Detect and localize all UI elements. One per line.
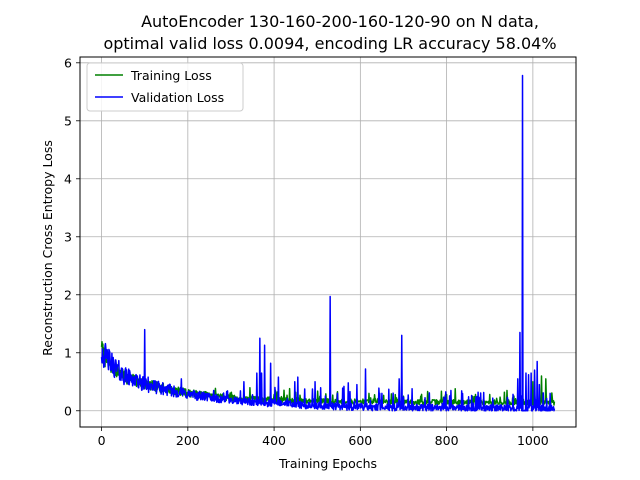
legend-label-validation: Validation Loss (131, 90, 224, 105)
chart-title-line-2: optimal valid loss 0.0094, encoding LR a… (103, 34, 556, 53)
axis-ticks: 0 200 400 600 800 1000 0 1 2 3 4 5 6 (64, 55, 549, 448)
y-tick-label: 4 (64, 171, 72, 186)
y-tick-label: 0 (64, 403, 72, 418)
y-tick-label: 2 (64, 287, 72, 302)
legend-box (86, 62, 244, 112)
x-axis-label: Training Epochs (278, 456, 377, 471)
x-tick-label: 0 (98, 433, 106, 448)
validation-loss-line (100, 74, 556, 412)
y-axis-label: Reconstruction Cross Entropy Loss (40, 140, 55, 356)
grid-lines (80, 57, 576, 427)
legend: Training Loss Validation Loss (86, 62, 244, 112)
y-tick-label: 1 (64, 345, 72, 360)
y-tick-label: 3 (64, 229, 72, 244)
x-tick-label: 600 (348, 433, 372, 448)
y-tick-label: 5 (64, 113, 72, 128)
chart-title-line-1: AutoEncoder 130-160-200-160-120-90 on N … (141, 12, 539, 31)
plot-lines (100, 74, 556, 412)
x-tick-label: 800 (435, 433, 459, 448)
x-tick-label: 200 (176, 433, 200, 448)
legend-label-training: Training Loss (130, 68, 212, 83)
x-tick-label: 400 (262, 433, 286, 448)
x-tick-label: 1000 (517, 433, 549, 448)
plot-frame (79, 56, 577, 428)
y-tick-label: 6 (64, 55, 72, 70)
